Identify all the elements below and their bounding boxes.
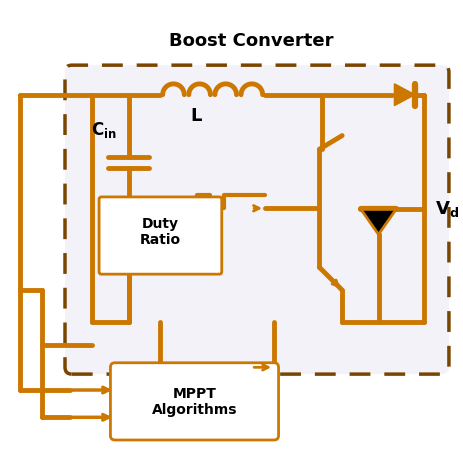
Polygon shape (360, 210, 395, 235)
Text: $\mathbf{C_{in}}$: $\mathbf{C_{in}}$ (91, 119, 116, 139)
FancyBboxPatch shape (65, 66, 448, 374)
Text: $\mathbf{V_d}$: $\mathbf{V_d}$ (434, 199, 458, 219)
Text: $\mathbf{L}$: $\mathbf{L}$ (190, 107, 203, 125)
FancyBboxPatch shape (110, 363, 278, 440)
Text: MPPT
Algorithms: MPPT Algorithms (151, 387, 237, 417)
Text: Duty
Ratio: Duty Ratio (139, 216, 181, 247)
FancyBboxPatch shape (99, 198, 221, 275)
Polygon shape (394, 85, 414, 106)
Text: Boost Converter: Boost Converter (169, 32, 333, 50)
